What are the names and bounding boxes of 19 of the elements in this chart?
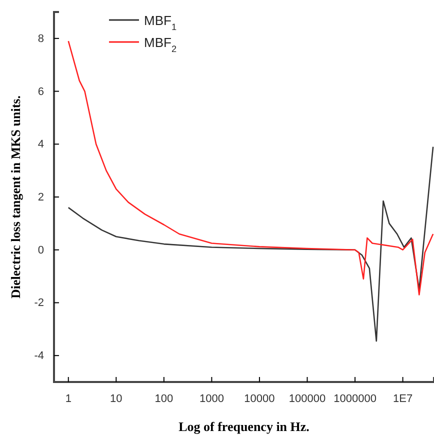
y-axis-title: Dielectric loss tangent in MKS units. xyxy=(8,96,23,298)
x-axis-title: Log of frequency in Hz. xyxy=(178,419,310,434)
x-tick-label: 10 xyxy=(110,392,122,405)
y-tick-label: 4 xyxy=(38,138,44,151)
y-tick-label: 2 xyxy=(38,192,44,204)
y-tick-label: 0 xyxy=(38,244,44,256)
x-tick-label: 1000000 xyxy=(334,392,376,405)
legend-label: MBF$_{2}$ xyxy=(144,35,177,54)
legend-label: MBF$_{1}$ xyxy=(144,13,177,32)
y-tick-label: -2 xyxy=(34,297,44,310)
y-tick-label: -4 xyxy=(34,350,44,362)
x-tick-label: 1 xyxy=(65,392,72,405)
x-tick-label: 10000 xyxy=(244,392,275,405)
x-tick-label: 1E7 xyxy=(393,392,413,405)
y-tick-label: 8 xyxy=(38,32,44,45)
x-tick-label: 1000 xyxy=(199,392,224,405)
x-tick-label: 100 xyxy=(154,392,174,405)
y-tick-label: 6 xyxy=(38,86,44,98)
x-tick-label: 100000 xyxy=(288,392,326,405)
